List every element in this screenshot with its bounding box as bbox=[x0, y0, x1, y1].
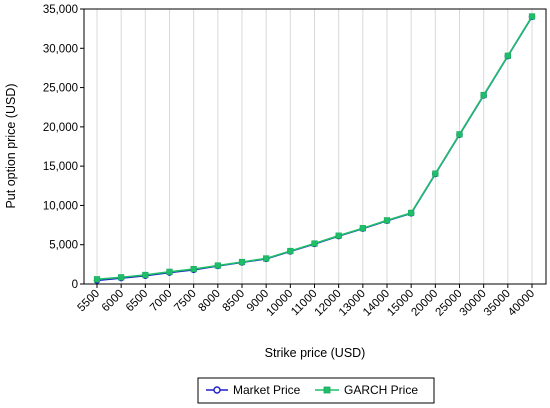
series bbox=[93, 13, 536, 284]
data-point bbox=[432, 170, 439, 177]
y-tick-label: 30,000 bbox=[43, 43, 78, 55]
y-tick-label: 25,000 bbox=[43, 83, 78, 95]
data-point bbox=[118, 274, 125, 281]
x-axis: 5500600065007000750080008500900010000110… bbox=[76, 284, 537, 319]
x-axis-title: Strike price (USD) bbox=[265, 346, 366, 360]
y-tick-label: 10,000 bbox=[43, 200, 78, 212]
data-point bbox=[359, 225, 366, 232]
y-tick-label: 20,000 bbox=[43, 122, 78, 134]
legend-garch-label: GARCH Price bbox=[344, 383, 418, 397]
x-tick-label: 20000 bbox=[409, 288, 440, 319]
y-tick-label: 5,000 bbox=[49, 240, 78, 252]
legend-garch-marker bbox=[323, 386, 331, 394]
x-tick-label: 6000 bbox=[100, 288, 127, 315]
data-point bbox=[408, 209, 415, 216]
data-point bbox=[528, 13, 536, 20]
x-tick-label: 6500 bbox=[124, 288, 151, 315]
grid-lines bbox=[96, 9, 533, 284]
data-point bbox=[287, 247, 294, 255]
x-tick-label: 25000 bbox=[434, 288, 465, 319]
data-point bbox=[142, 271, 149, 279]
data-point bbox=[93, 276, 101, 283]
x-tick-label: 8500 bbox=[221, 288, 248, 315]
y-tick-label: 15,000 bbox=[43, 161, 78, 173]
x-tick-label: 7500 bbox=[172, 288, 199, 315]
legend-frame bbox=[197, 377, 435, 404]
y-tick-label: 0 bbox=[72, 279, 78, 291]
x-tick-label: 30000 bbox=[458, 288, 489, 319]
data-point bbox=[335, 232, 342, 239]
data-point bbox=[383, 217, 391, 224]
x-tick-label: 12000 bbox=[313, 288, 344, 319]
y-axis-title: Put option price (USD) bbox=[4, 83, 18, 208]
x-tick-label: 5500 bbox=[76, 288, 103, 315]
y-tick-label: 35,000 bbox=[43, 4, 78, 16]
x-tick-label: 13000 bbox=[337, 288, 368, 319]
data-point bbox=[190, 265, 197, 273]
legend: Market Price GARCH Price bbox=[197, 377, 435, 404]
series-garch-price bbox=[93, 13, 536, 283]
data-point bbox=[263, 255, 270, 262]
x-tick-label: 40000 bbox=[506, 288, 537, 319]
x-tick-label: 14000 bbox=[361, 288, 392, 319]
x-tick-label: 8000 bbox=[196, 288, 223, 315]
data-point bbox=[480, 91, 487, 99]
x-tick-label: 35000 bbox=[482, 288, 513, 319]
legend-market-label: Market Price bbox=[233, 383, 301, 397]
data-point bbox=[456, 131, 463, 138]
x-tick-label: 10000 bbox=[264, 288, 295, 319]
x-tick-label: 15000 bbox=[385, 288, 416, 319]
data-point bbox=[166, 268, 173, 275]
legend-market-marker bbox=[213, 386, 221, 394]
data-point bbox=[311, 240, 318, 247]
data-point bbox=[238, 258, 246, 266]
y-axis: 0 5,000 10,000 15,000 20,000 25,000 30,000 35,0… bbox=[43, 4, 84, 291]
x-tick-label: 7000 bbox=[148, 288, 175, 315]
data-point bbox=[214, 262, 221, 269]
data-point bbox=[504, 52, 511, 59]
